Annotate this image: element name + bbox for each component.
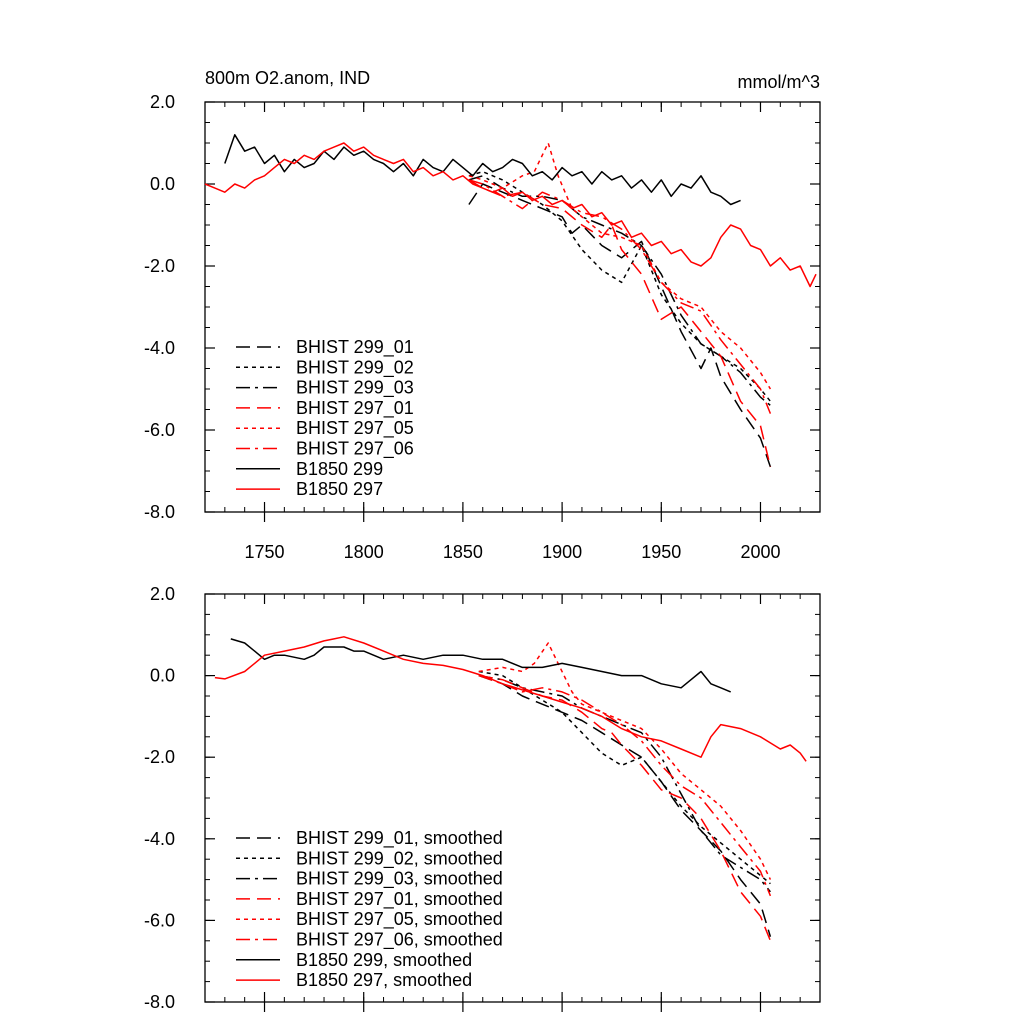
series-line — [478, 674, 772, 937]
legend-label: BHIST 297_06, smoothed — [296, 930, 503, 951]
units-label: mmol/m^3 — [738, 72, 820, 92]
legend-label: B1850 297 — [296, 479, 383, 499]
y-tick-label: -6.0 — [144, 420, 175, 440]
legend-label: BHIST 299_01, smoothed — [296, 828, 503, 849]
series-line — [468, 179, 772, 468]
legend-label: BHIST 299_03 — [296, 378, 414, 399]
series-line — [230, 638, 731, 693]
series-line — [478, 670, 771, 885]
top-panel: 800m O2.anom, IND mmol/m^3 2.0 0.0 -2.0 -4.… — [144, 68, 821, 562]
y-tick-label: -2.0 — [144, 747, 175, 767]
y-tick-label: -2.0 — [144, 256, 175, 276]
y-tick-label: -8.0 — [144, 992, 175, 1012]
series-line — [478, 674, 771, 893]
x-tick-label: 1900 — [542, 542, 582, 562]
series-line — [204, 142, 817, 288]
legend-label: B1850 299, smoothed — [296, 950, 472, 970]
series-line — [478, 642, 772, 880]
legend-label: B1850 297, smoothed — [296, 970, 472, 990]
legend-label: BHIST 297_01, smoothed — [296, 889, 503, 910]
y-tick-label: 2.0 — [150, 92, 175, 112]
x-tick-label: 1800 — [344, 542, 384, 562]
y-tick-label: -4.0 — [144, 338, 175, 358]
legend-label: B1850 299 — [296, 459, 383, 479]
y-tick-label: 2.0 — [150, 584, 175, 604]
bottom-panel: 2.0 0.0 -2.0 -4.0 -6.0 -8.0 BHIST 299_01, smoo… — [144, 584, 821, 1012]
legend-label: BHIST 299_02, smoothed — [296, 848, 503, 869]
panel-title: 800m O2.anom, IND — [205, 68, 370, 88]
legend-label: BHIST 299_02 — [296, 357, 414, 378]
legend-label: BHIST 299_03, smoothed — [296, 869, 503, 890]
x-tick-label: 1850 — [443, 542, 483, 562]
series-line — [468, 179, 772, 414]
series-line — [224, 134, 741, 206]
series-line — [468, 142, 772, 390]
series-line — [214, 636, 807, 762]
legend-label: BHIST 297_05 — [296, 418, 414, 439]
legend-label: BHIST 299_01 — [296, 337, 414, 358]
y-tick-label: -8.0 — [144, 502, 175, 522]
y-tick-label: 0.0 — [150, 666, 175, 686]
legend-label: BHIST 297_06 — [296, 439, 414, 460]
x-tick-label: 2000 — [740, 542, 780, 562]
x-tick-label: 1750 — [244, 542, 284, 562]
y-tick-label: -4.0 — [144, 829, 175, 849]
series-line — [468, 170, 771, 402]
y-tick-label: 0.0 — [150, 174, 175, 194]
series-line — [468, 175, 771, 406]
legend-label: BHIST 297_01 — [296, 398, 414, 419]
x-tick-label: 1950 — [641, 542, 681, 562]
series-line — [478, 674, 772, 942]
series-line — [468, 183, 772, 468]
legend-label: BHIST 297_05, smoothed — [296, 909, 503, 930]
y-tick-label: -6.0 — [144, 910, 175, 930]
